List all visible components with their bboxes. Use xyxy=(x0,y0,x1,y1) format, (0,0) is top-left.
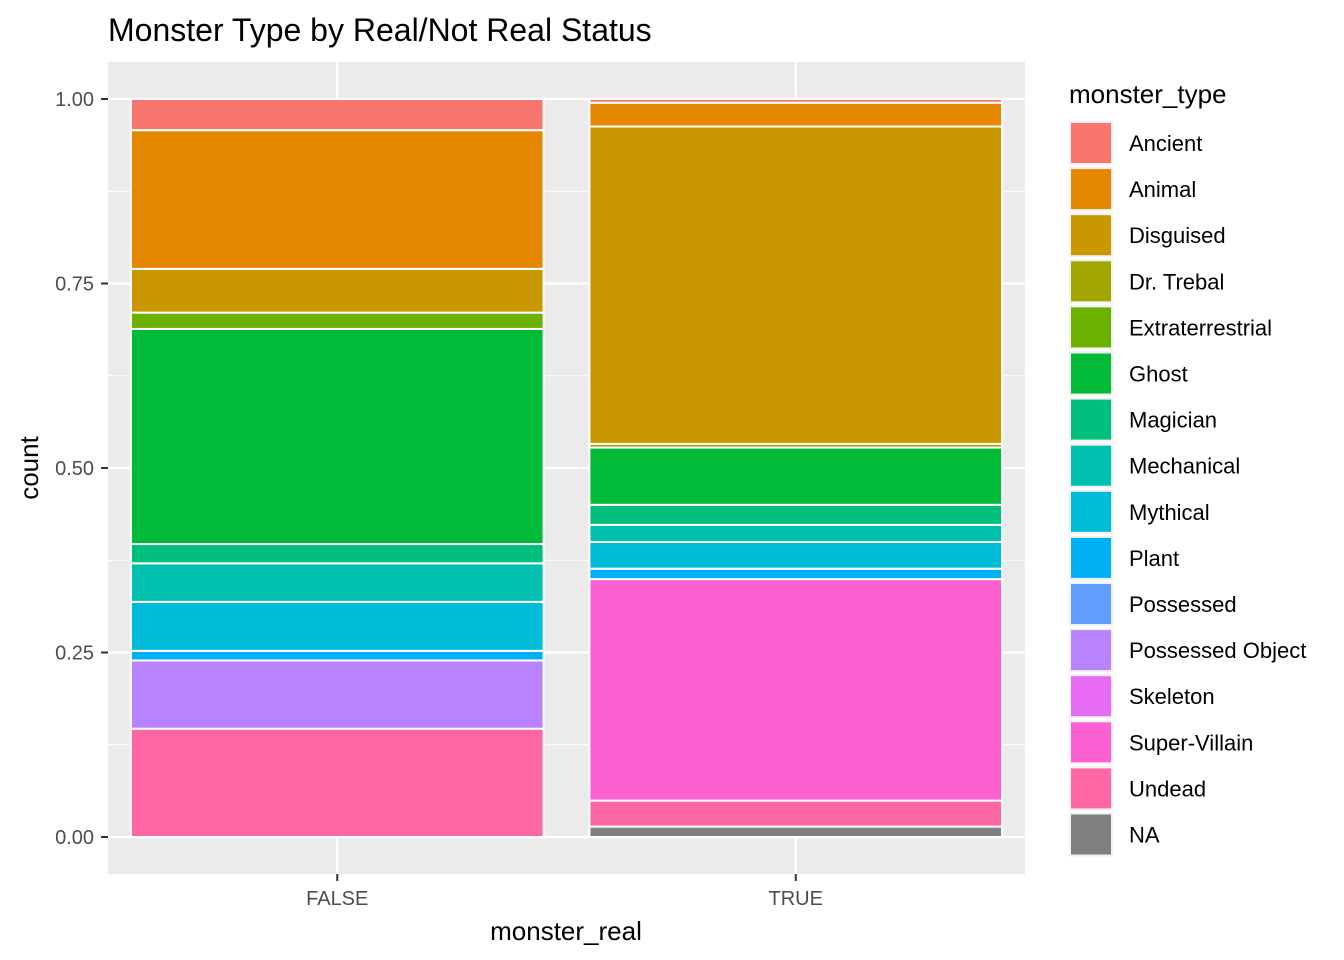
bar-segment-false-ghost xyxy=(129,327,545,546)
legend-swatch-super-villain xyxy=(1071,722,1111,763)
bar-segment-false-ancient xyxy=(129,98,545,132)
bar-segment-true-ancient xyxy=(588,98,1004,104)
bar-segment-true-undead xyxy=(588,799,1004,828)
bar-segment-false-disguised xyxy=(129,267,545,314)
bar-segment-false-undead xyxy=(129,727,545,839)
chart-title: Monster Type by Real/Not Real Status xyxy=(108,12,652,48)
legend-label-animal: Animal xyxy=(1129,177,1196,202)
legend-label-disguised: Disguised xyxy=(1129,223,1226,248)
legend-label-dr-trebal: Dr. Trebal xyxy=(1129,269,1224,294)
bar-segment-false-possessed-object xyxy=(129,659,545,730)
legend-label-possessed: Possessed xyxy=(1129,592,1237,617)
bar-segment-true-plant xyxy=(588,567,1004,581)
legend-swatch-possessed xyxy=(1071,584,1111,624)
legend-swatch-ancient xyxy=(1071,123,1111,163)
legend-label-undead: Undead xyxy=(1129,776,1206,801)
y-tick-label: 1.00 xyxy=(55,89,94,111)
x-tick-label: FALSE xyxy=(306,888,368,910)
legend-swatch-extraterrestrial xyxy=(1071,307,1111,348)
y-tick-label: 0.25 xyxy=(55,643,94,665)
bar-segment-false-mechanical xyxy=(129,562,545,603)
legend-label-magician: Magician xyxy=(1129,408,1217,433)
legend-swatch-magician xyxy=(1071,399,1111,440)
legend-swatch-mythical xyxy=(1071,491,1111,532)
bar-segment-true-disguised xyxy=(588,125,1004,445)
bar-segment-true-super-villain xyxy=(588,578,1004,802)
bar-segment-false-magician xyxy=(129,543,545,565)
y-axis-title: count xyxy=(14,435,44,499)
legend-label-plant: Plant xyxy=(1129,546,1179,571)
legend-label-skeleton: Skeleton xyxy=(1129,684,1215,709)
bar-segment-true-mechanical xyxy=(588,523,1004,543)
legend-swatch-plant xyxy=(1071,537,1111,578)
legend-title: monster_type xyxy=(1069,79,1227,109)
bars xyxy=(129,98,1004,839)
bar-segment-true-magician xyxy=(588,503,1004,526)
bar-segment-false-animal xyxy=(129,129,545,270)
bar-segment-false-extraterrestrial xyxy=(129,311,545,330)
x-axis: FALSE TRUE xyxy=(306,874,823,910)
legend-label-na: NA xyxy=(1129,823,1160,848)
legend-swatch-dr-trebal xyxy=(1071,261,1111,302)
bar-segment-true-na xyxy=(588,825,1004,838)
legend-swatch-undead xyxy=(1071,768,1111,809)
bar-segment-true-mythical xyxy=(588,540,1004,570)
legend-swatch-animal xyxy=(1071,169,1111,210)
bar-segment-false-mythical xyxy=(129,600,545,652)
y-axis: 0.00 0.25 0.50 0.75 1.00 xyxy=(55,89,108,849)
legend-swatch-possessed-object xyxy=(1071,630,1111,671)
legend-swatch-ghost xyxy=(1071,353,1111,394)
legend-swatch-na xyxy=(1071,814,1111,855)
legend-label-extraterrestrial: Extraterrestrial xyxy=(1129,315,1272,340)
bar-segment-true-animal xyxy=(588,101,1004,128)
legend-label-ancient: Ancient xyxy=(1129,131,1202,156)
x-tick-label: TRUE xyxy=(769,888,823,910)
y-tick-label: 0.00 xyxy=(55,827,94,849)
legend-label-ghost: Ghost xyxy=(1129,362,1188,387)
legend: monster_type Ancient Animal Disguised Dr. T… xyxy=(1069,79,1306,857)
legend-label-mythical: Mythical xyxy=(1129,500,1210,525)
legend-label-mechanical: Mechanical xyxy=(1129,454,1240,479)
y-tick-label: 0.50 xyxy=(55,458,94,480)
y-tick-label: 0.75 xyxy=(55,274,94,296)
legend-label-possessed-object: Possessed Object xyxy=(1129,638,1306,663)
bar-segment-false-plant xyxy=(129,649,545,662)
legend-swatch-mechanical xyxy=(1071,445,1111,486)
legend-swatch-skeleton xyxy=(1071,676,1111,717)
x-axis-title: monster_real xyxy=(490,916,642,946)
legend-swatch-disguised xyxy=(1071,215,1111,256)
bar-segment-true-ghost xyxy=(588,446,1004,506)
legend-label-super-villain: Super-Villain xyxy=(1129,730,1253,755)
